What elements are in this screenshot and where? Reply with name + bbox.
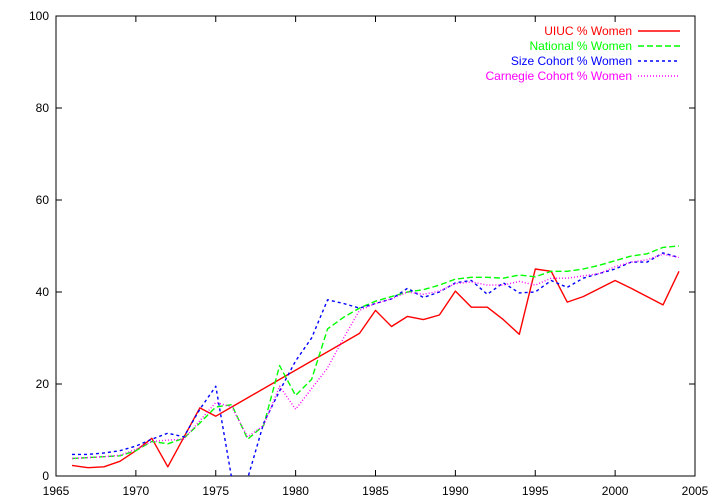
series-line-1	[71, 268, 680, 469]
x-tick-label: 1965	[43, 484, 70, 498]
series-lines	[71, 245, 680, 476]
y-tick-label: 40	[36, 285, 50, 299]
series-line-3	[72, 252, 680, 476]
series-line-2	[71, 245, 680, 460]
y-tick-label: 60	[36, 193, 50, 207]
x-tick-label: 2000	[602, 484, 629, 498]
x-tick-label: 1990	[442, 484, 469, 498]
legend-label-4: Carnegie Cohort % Women	[485, 69, 632, 83]
axes: 1965 1970 1975 1980 1985 1990 1995 2000 2005 0 20 4…	[29, 9, 709, 498]
legend-label-2: National % Women	[530, 39, 633, 53]
x-tick-label: 1995	[522, 484, 549, 498]
x-tick-label: 1975	[202, 484, 229, 498]
y-tick-label: 0	[42, 469, 49, 483]
legend-label-1: UIUC % Women	[544, 24, 632, 38]
legend-label-3: Size Cohort % Women	[511, 54, 632, 68]
x-tick-label: 2005	[682, 484, 709, 498]
y-tick-label: 100	[29, 9, 49, 23]
y-tick-label: 80	[36, 101, 50, 115]
x-tick-label: 1980	[282, 484, 309, 498]
series-line-4	[71, 253, 680, 460]
x-tick-label: 1985	[362, 484, 389, 498]
y-tick-label: 20	[36, 377, 50, 391]
x-tick-label: 1970	[123, 484, 150, 498]
